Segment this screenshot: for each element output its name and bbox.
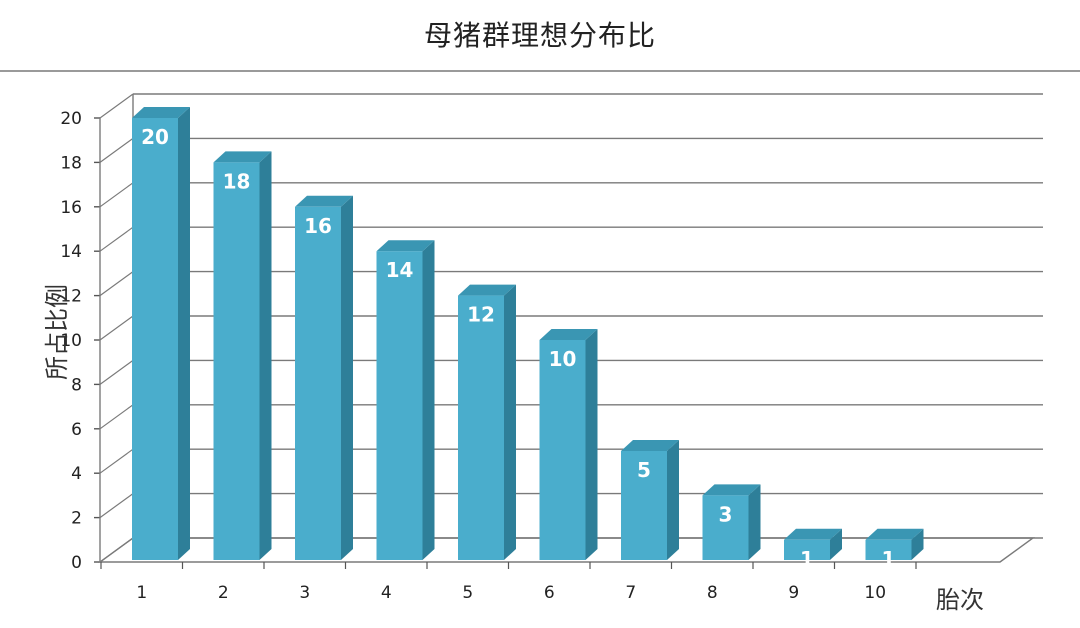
gridline-depth [99, 359, 134, 385]
bar-top [784, 528, 842, 540]
gridline-depth [99, 137, 134, 163]
data-label: 1 [882, 547, 896, 571]
gridline-depth [99, 271, 134, 297]
y-tick-label: 4 [71, 464, 82, 484]
data-label: 14 [386, 258, 414, 282]
bar [132, 107, 190, 560]
bar-top [295, 195, 353, 207]
y-tick-label: 20 [60, 109, 82, 129]
gridline-depth [99, 93, 134, 119]
bar-front [539, 340, 586, 560]
bar-top [621, 440, 679, 451]
gridline-depth [99, 182, 134, 208]
grid-layer [99, 93, 1043, 563]
bar [376, 240, 435, 560]
data-label: 12 [467, 303, 495, 327]
bar-side [341, 195, 353, 561]
bar-side [667, 440, 679, 560]
data-label: 5 [637, 458, 651, 482]
data-label: 1 [800, 547, 814, 571]
x-tick-label: 10 [864, 583, 886, 603]
bar-front [213, 162, 260, 560]
floor-plane [97, 537, 1036, 563]
x-tick-label: 2 [218, 583, 229, 603]
bar-side [748, 484, 761, 560]
bar-front [295, 206, 341, 561]
data-label: 3 [719, 502, 733, 526]
chart-title: 母猪群理想分布比 [423, 19, 656, 52]
x-tick-label: 6 [544, 583, 555, 603]
gridline-depth [99, 315, 134, 341]
bar-side [504, 284, 516, 560]
y-tick-label: 10 [60, 331, 82, 351]
bar [213, 151, 272, 560]
bar-top [132, 107, 190, 118]
bar-top [865, 528, 924, 540]
bar-front [621, 451, 667, 560]
y-tick-label: 18 [60, 153, 82, 173]
x-tick-label: 7 [625, 583, 636, 603]
y-axis-label: 所占比例 [43, 284, 71, 380]
bar [702, 484, 761, 560]
data-label: 20 [141, 125, 169, 149]
y-tick-label: 14 [60, 242, 82, 262]
bar-front [784, 539, 830, 560]
bar [539, 329, 598, 560]
bars-layer [132, 107, 924, 561]
data-label: 16 [304, 214, 332, 238]
x-axis-label: 胎次 [936, 586, 984, 614]
bar-front [132, 118, 178, 560]
bar-side [585, 329, 598, 560]
bar [621, 440, 679, 560]
gridline-depth [99, 404, 134, 430]
y-tick-label: 6 [71, 420, 82, 440]
bar-side [259, 151, 272, 560]
bar-side [422, 240, 435, 560]
bar [458, 284, 516, 560]
gridline-depth [99, 448, 134, 474]
y-tick-label: 0 [71, 553, 82, 573]
title-divider [0, 70, 1080, 72]
bar-front [458, 295, 504, 560]
bar-top [213, 151, 272, 163]
bar-top [458, 284, 516, 296]
bar [865, 528, 924, 560]
x-tick-label: 4 [381, 583, 392, 603]
data-label: 18 [223, 169, 251, 193]
bar [784, 528, 842, 560]
bar-front [865, 539, 912, 560]
bar-top [376, 240, 435, 252]
y-tick-label: 12 [60, 287, 82, 307]
bar [295, 195, 353, 561]
labels-layer: 20 18 16 14 12 10 5 3 1 1 [141, 125, 895, 571]
y-tick-label: 2 [71, 509, 82, 529]
y-tick-label: 8 [71, 375, 82, 395]
gridline-depth [99, 493, 134, 519]
bar-side [830, 528, 842, 560]
x-tick-label: 9 [788, 583, 799, 603]
x-tick-label: 3 [299, 583, 310, 603]
x-tick-label: 5 [462, 583, 473, 603]
bar-top [702, 484, 761, 496]
bar-front [702, 495, 749, 560]
bar-side [178, 107, 190, 560]
bar-front [376, 251, 423, 560]
bar-top [539, 329, 598, 340]
data-label: 10 [549, 347, 577, 371]
x-tick-label: 8 [707, 583, 718, 603]
x-tick-label: 1 [136, 583, 147, 603]
gridline-depth [99, 226, 134, 252]
bar-side [911, 528, 924, 560]
y-tick-label: 16 [60, 198, 82, 218]
